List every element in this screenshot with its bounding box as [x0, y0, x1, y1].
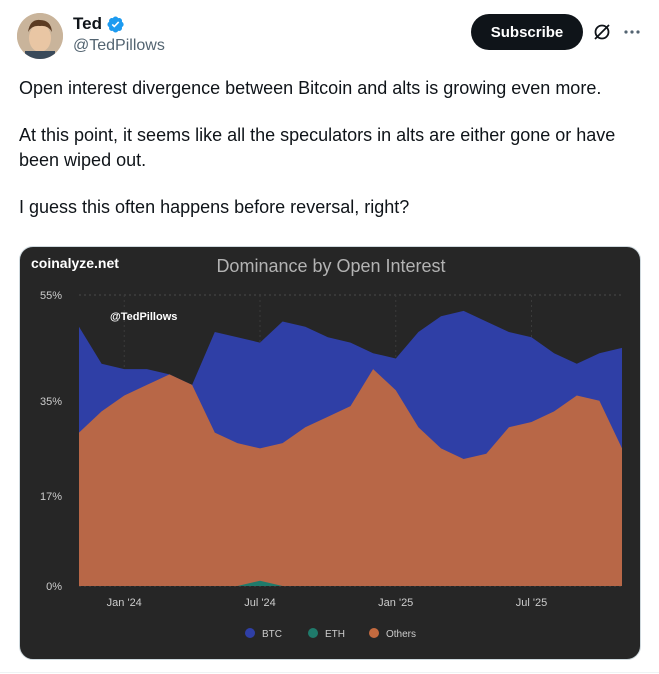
grok-slash-icon[interactable] [592, 22, 612, 42]
tweet-header: Ted @TedPillows Subscribe [0, 0, 659, 70]
legend-item-eth: ETH [308, 628, 345, 640]
chart-title: Dominance by Open Interest [216, 256, 445, 276]
subscribe-button[interactable]: Subscribe [471, 14, 583, 50]
x-tick-label: Jul '24 [244, 597, 275, 609]
author-name[interactable]: Ted [73, 14, 125, 34]
chart-image-card[interactable]: coinalyze.net Dominance by Open Interest… [19, 246, 641, 660]
y-tick-label: 0% [46, 581, 62, 593]
tweet-paragraph: Open interest divergence between Bitcoin… [19, 78, 602, 98]
dominance-chart: coinalyze.net Dominance by Open Interest… [31, 255, 622, 640]
legend-label: BTC [262, 629, 282, 640]
x-axis: Jan '24 Jul '24 Jan '25 Jul '25 [107, 597, 548, 609]
more-dots-icon[interactable] [622, 22, 642, 42]
x-tick-label: Jul '25 [516, 597, 547, 609]
legend-label: ETH [325, 629, 345, 640]
chart-watermark: @TedPillows [110, 311, 177, 323]
legend-item-btc: BTC [245, 628, 282, 640]
tweet-paragraph: At this point, it seems like all the spe… [19, 125, 616, 170]
legend-label: Others [386, 629, 416, 640]
tweet-paragraph: I guess this often happens before revers… [19, 197, 410, 217]
author-name-text[interactable]: Ted [73, 14, 102, 33]
chart-legend: BTC ETH Others [245, 628, 416, 640]
y-tick-label: 55% [40, 290, 62, 302]
legend-swatch [308, 628, 318, 638]
author-handle[interactable]: @TedPillows [73, 37, 165, 54]
y-tick-label: 17% [40, 491, 62, 503]
legend-item-others: Others [369, 628, 416, 640]
y-axis: 55% 35% 17% 0% [40, 290, 62, 593]
legend-swatch [245, 628, 255, 638]
divider [0, 672, 659, 673]
legend-swatch [369, 628, 379, 638]
tweet-text: Open interest divergence between Bitcoin… [19, 76, 649, 220]
y-tick-label: 35% [40, 396, 62, 408]
chart-areas [79, 310, 622, 586]
avatar[interactable] [17, 13, 63, 59]
verified-badge-icon [107, 15, 124, 33]
x-tick-label: Jan '25 [378, 597, 413, 609]
chart-source-label: coinalyze.net [31, 255, 119, 271]
series-area-others [79, 369, 622, 586]
avatar-image [17, 13, 63, 59]
x-tick-label: Jan '24 [107, 597, 142, 609]
